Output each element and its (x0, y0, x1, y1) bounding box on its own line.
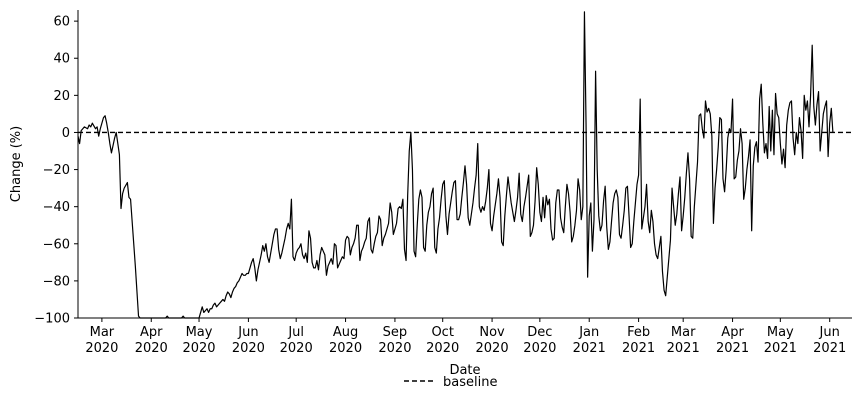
x-tick-label-month: May (767, 325, 794, 340)
legend: baseline (404, 375, 497, 390)
x-tick-label-year: 2021 (622, 341, 655, 356)
y-axis-title: Change (%) (9, 126, 24, 202)
x-tick-label-month: May (186, 325, 213, 340)
x-tick-label-year: 2020 (426, 341, 459, 356)
x-tick-label-month: Apr (140, 325, 163, 340)
series-line (77, 11, 834, 319)
x-tick-label-month: Mar (90, 325, 115, 340)
x-tick-label-year: 2020 (135, 341, 168, 356)
x-tick-label-year: 2021 (667, 341, 700, 356)
x-tick-label-month: Jun (237, 325, 258, 340)
x-tick-label-month: Jan (578, 325, 599, 340)
x-tick-label-year: 2021 (813, 341, 846, 356)
x-tick-label-year: 2020 (378, 341, 411, 356)
y-tick-label: 60 (53, 15, 70, 30)
x-tick-label-year: 2020 (280, 341, 313, 356)
y-tick-label: 0 (62, 126, 70, 141)
x-tick-label-month: Mar (671, 325, 696, 340)
x-axis-title: Date (449, 363, 480, 378)
x-tick-label-year: 2020 (182, 341, 215, 356)
x-tick-label-year: 2020 (329, 341, 362, 356)
x-tick-label-month: Jul (287, 325, 304, 340)
axes (77, 10, 852, 319)
x-tick-label-month: Nov (479, 325, 505, 340)
x-tick-label-month: Dec (527, 325, 552, 340)
x-tick-label-month: Feb (627, 325, 650, 340)
legend-baseline-label: baseline (443, 375, 497, 390)
x-tick-label-year: 2021 (764, 341, 797, 356)
x-tick-label-month: Aug (333, 325, 358, 340)
x-tick-label-year: 2021 (716, 341, 749, 356)
y-tick-label: −80 (43, 274, 70, 289)
x-tick-label-year: 2021 (573, 341, 606, 356)
y-tick-label: 40 (53, 52, 70, 67)
y-tick-label: −60 (43, 237, 70, 252)
x-tick-label-year: 2020 (232, 341, 265, 356)
x-tick-label-month: Apr (721, 325, 744, 340)
y-tick-label: −20 (43, 163, 70, 178)
x-tick-label-year: 2020 (476, 341, 509, 356)
x-ticks: Mar2020Apr2020May2020Jun2020Jul2020Aug20… (85, 318, 846, 356)
x-tick-label-month: Jun (819, 325, 840, 340)
x-tick-label-year: 2020 (85, 341, 118, 356)
y-tick-label: −40 (43, 200, 70, 215)
y-ticks: −100 −80 −60 −40 −20 0 20 40 60 (34, 15, 78, 327)
y-tick-label: 20 (53, 89, 70, 104)
x-tick-label-month: Sep (383, 325, 408, 340)
y-tick-label: −100 (34, 312, 70, 327)
x-tick-label-year: 2020 (523, 341, 556, 356)
x-tick-label-month: Oct (431, 325, 453, 340)
